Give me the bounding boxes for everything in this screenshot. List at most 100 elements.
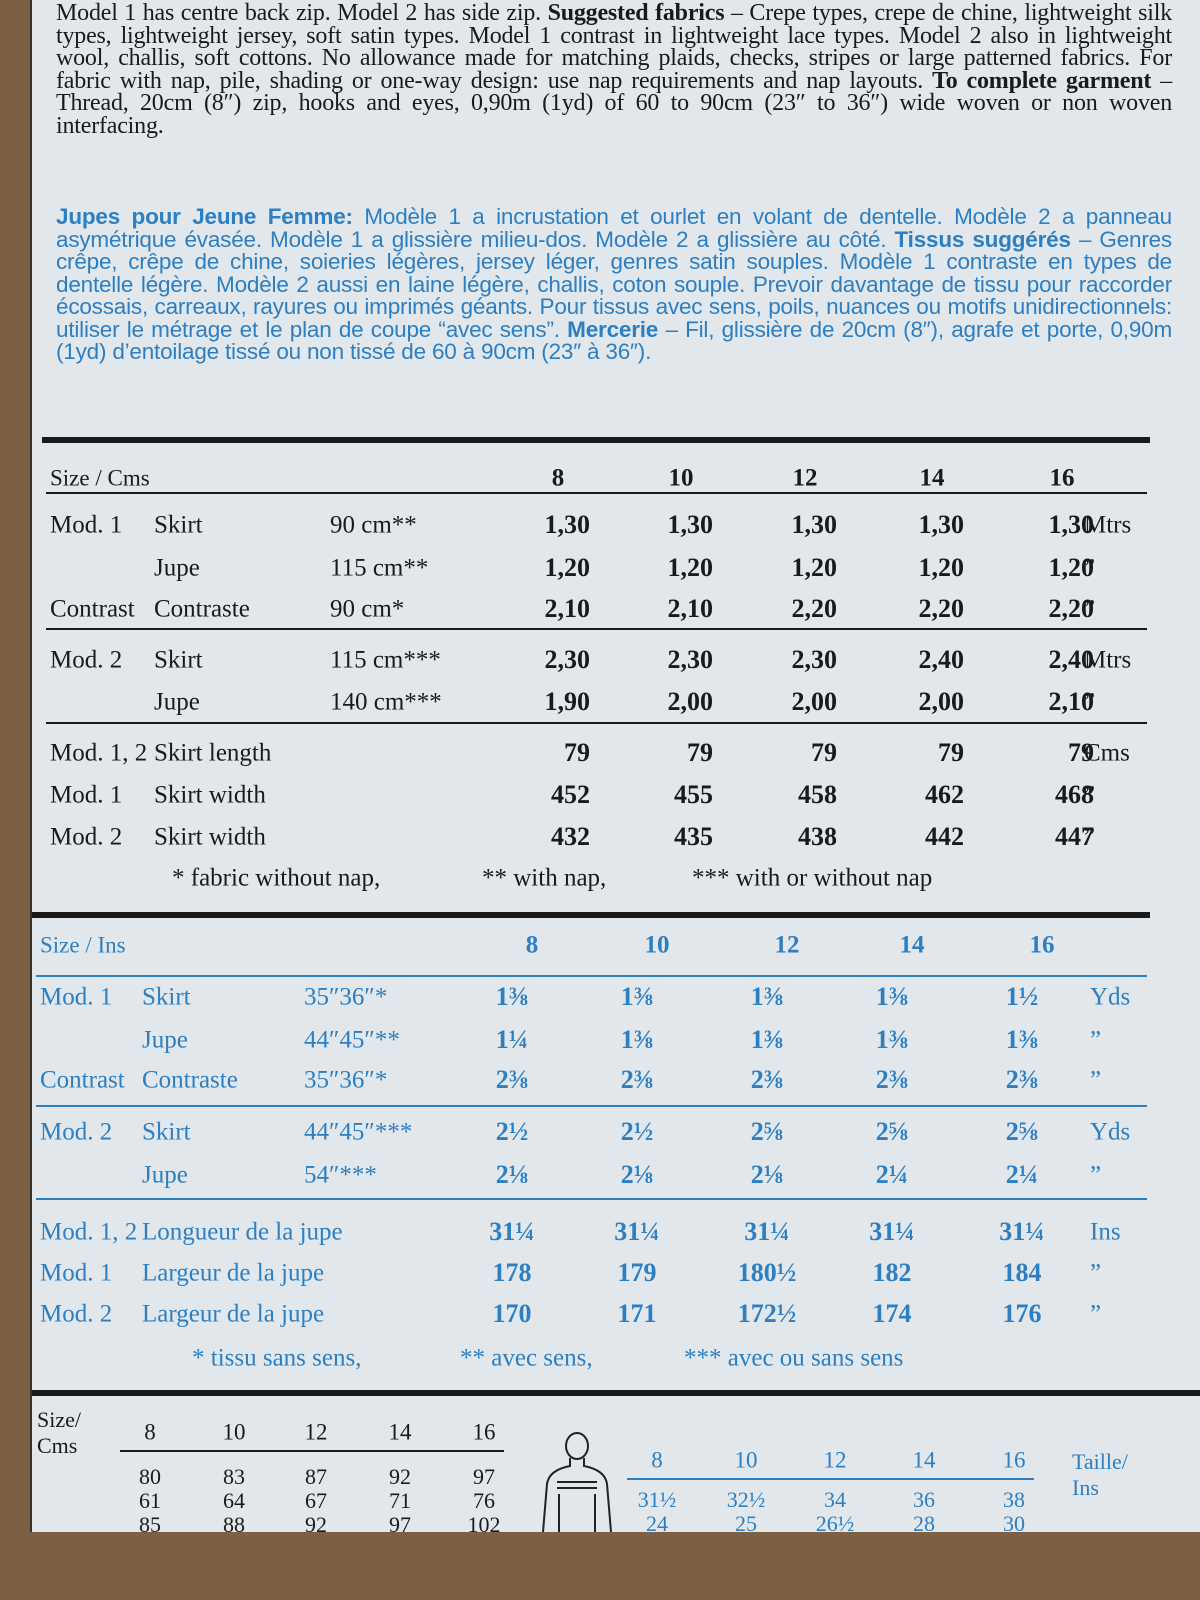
yardage-value: 1,30 (667, 510, 714, 539)
yardage-value: 455 (674, 780, 713, 809)
size-heading: 12 (823, 1447, 847, 1473)
text: – Crepe types, crepe de chine, lightweig… (56, 0, 1172, 94)
unit-label: ” (1090, 1161, 1102, 1189)
yardage-value: 2,40 (918, 645, 965, 674)
yardage-value: 2⅝ (1005, 1117, 1039, 1146)
yardage-value: 178 (492, 1258, 532, 1287)
yardage-value: 2⅜ (750, 1065, 784, 1094)
item-label: Skirt (154, 511, 203, 539)
unit-label: ” (1084, 781, 1096, 809)
yardage-value: 2,10 (1048, 687, 1095, 716)
size-heading: 16 (1029, 931, 1055, 959)
unit-label: ” (1084, 554, 1096, 582)
yardage-value: 1⅜ (495, 982, 529, 1011)
unit-label: Mtrs (1084, 646, 1132, 674)
yardage-value: 2⅛ (620, 1160, 654, 1189)
rule-line (42, 437, 1150, 443)
size-heading: 14 (919, 464, 945, 492)
size-heading: 10 (734, 1447, 758, 1473)
yardage-value: 1⅜ (875, 982, 909, 1011)
item-label: Longueur de la jupe (142, 1218, 343, 1246)
unit-label: ” (1090, 1259, 1102, 1287)
yardage-value: 447 (1055, 822, 1094, 851)
size-label: Ins (1072, 1475, 1099, 1500)
size-heading: 10 (644, 931, 670, 959)
item-label: Jupe (142, 1161, 188, 1189)
item-label: Skirt length (154, 739, 272, 767)
item-label: Contraste (142, 1066, 238, 1094)
item-label: Skirt (142, 983, 191, 1011)
bold-text: Mercerie (567, 316, 659, 342)
body-measure: 97 (389, 1512, 411, 1533)
bold-text: Tissus suggérés (894, 226, 1071, 252)
item-label: Skirt width (154, 781, 266, 809)
unit-label: ” (1084, 595, 1096, 623)
yardage-value: 2,10 (667, 594, 714, 623)
body-measure: 85 (139, 1512, 161, 1533)
size-header: Size / Cms (50, 465, 150, 491)
size-heading: 16 (1049, 464, 1075, 492)
size-heading: 8 (551, 464, 565, 492)
yardage-value: 1⅜ (750, 982, 784, 1011)
yardage-value: 31¼ (869, 1217, 915, 1246)
yardage-value: 2⅝ (750, 1117, 784, 1146)
yardage-value: 1,20 (667, 553, 714, 582)
body-measure: 61 (139, 1488, 161, 1513)
yardage-value: 435 (674, 822, 713, 851)
yardage-value: 1⅜ (620, 982, 654, 1011)
unit-label: ” (1090, 1300, 1102, 1328)
yardage-value: 2½ (620, 1117, 654, 1146)
bold-text: To complete garment (932, 67, 1152, 94)
yardage-value: 1,30 (791, 510, 838, 539)
yardage-value: 174 (872, 1299, 912, 1328)
text: – Genres crêpe, crêpe de chine, soieries… (56, 226, 1172, 342)
fabric-width: 115 cm*** (330, 646, 441, 674)
rule-line (46, 628, 1147, 630)
model-label: Mod. 2 (50, 823, 123, 851)
body-measure: 92 (305, 1512, 327, 1533)
size-label: Cms (37, 1433, 78, 1458)
yardage-value: 179 (617, 1258, 657, 1287)
yardage-value: 1⅜ (750, 1025, 784, 1054)
body-measure: 87 (305, 1464, 327, 1489)
model-label: Contrast (50, 595, 135, 623)
yardage-value: 79 (1068, 738, 1094, 767)
yardage-value: 2⅜ (620, 1065, 654, 1094)
yardage-value: 176 (1002, 1299, 1042, 1328)
item-label: Skirt width (154, 823, 266, 851)
unit-label: ” (1090, 1066, 1102, 1094)
yardage-value: 79 (687, 738, 713, 767)
yardage-value: 1,20 (791, 553, 838, 582)
yardage-value: 172½ (737, 1299, 797, 1328)
yardage-value: 2,00 (667, 687, 714, 716)
yardage-value: 31¼ (999, 1217, 1045, 1246)
item-label: Skirt (142, 1118, 191, 1146)
yardage-value: 1,30 (544, 510, 591, 539)
model-label: Mod. 1 (50, 511, 123, 539)
fabric-width: 140 cm*** (330, 688, 442, 716)
item-label: Contraste (154, 595, 250, 623)
size-label: Taille/ (1072, 1449, 1128, 1474)
body-measure: 83 (223, 1464, 245, 1489)
item-label: Jupe (154, 688, 200, 716)
body-measure: 76 (473, 1488, 495, 1513)
size-heading: 14 (899, 931, 925, 959)
yardage-value: 2,30 (791, 645, 838, 674)
size-heading: 8 (525, 931, 539, 959)
body-measure: 88 (223, 1512, 245, 1533)
fabric-width: 35″36″* (304, 983, 388, 1011)
text: – Fil, glissière de 20cm (8″), agrafe et… (56, 316, 1172, 364)
yardage-value: 2⅛ (750, 1160, 784, 1189)
yardage-value: 1½ (1005, 982, 1039, 1011)
yardage-value: 79 (811, 738, 837, 767)
yardage-value: 1,90 (544, 687, 591, 716)
yardage-value: 2,10 (544, 594, 591, 623)
yardage-value: 442 (925, 822, 964, 851)
yardage-value: 2,30 (544, 645, 591, 674)
body-measure: 31½ (637, 1487, 677, 1512)
rule-line (32, 912, 1150, 918)
footnote: * fabric without nap, (172, 864, 381, 892)
item-label: Largeur de la jupe (142, 1300, 325, 1328)
footnote: *** with or without nap (692, 864, 933, 892)
item-label: Largeur de la jupe (142, 1259, 325, 1287)
